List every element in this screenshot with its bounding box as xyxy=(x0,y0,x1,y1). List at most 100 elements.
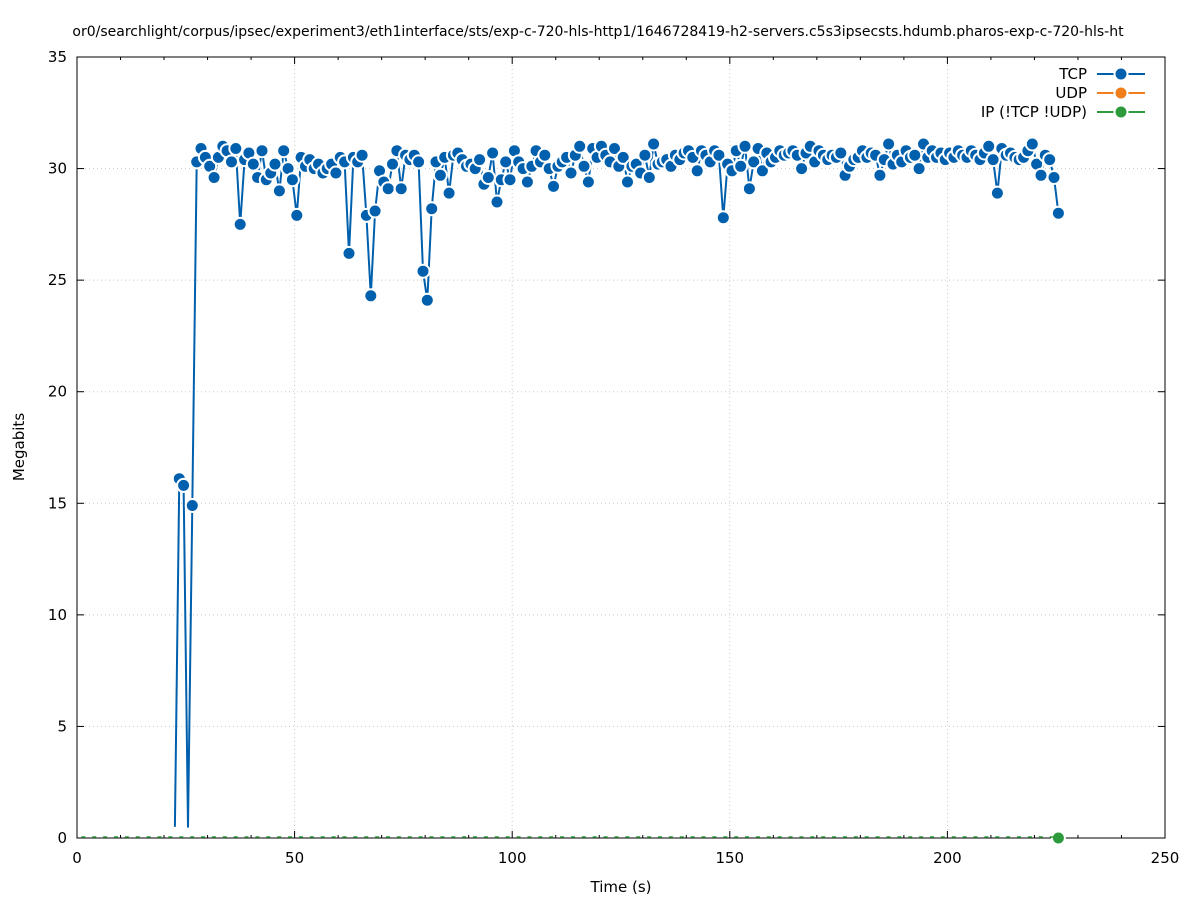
data-point-tcp xyxy=(615,149,631,165)
data-point-tcp xyxy=(711,147,727,163)
axis-ticks xyxy=(76,56,1166,839)
data-point-tcp xyxy=(1024,136,1040,152)
data-point-tcp xyxy=(284,172,300,188)
data-point-tcp xyxy=(572,138,588,154)
legend-marker xyxy=(1113,85,1129,101)
data-point-ip-tcp-udp xyxy=(1050,830,1066,846)
y-tick-label: 5 xyxy=(57,717,67,735)
data-point-tcp xyxy=(480,170,496,185)
data-point-tcp xyxy=(646,136,662,152)
y-tick-label: 25 xyxy=(48,271,67,289)
x-tick-label: 150 xyxy=(715,849,744,867)
data-point-tcp xyxy=(641,170,657,185)
data-point-tcp xyxy=(472,152,488,168)
data-point-tcp xyxy=(502,172,518,188)
data-point-tcp xyxy=(607,141,622,156)
legend-label: UDP xyxy=(1055,84,1087,102)
data-point-tcp xyxy=(441,185,457,201)
data-point-tcp xyxy=(741,181,757,197)
data-point-tcp xyxy=(432,167,448,183)
legend-label: TCP xyxy=(1058,65,1087,83)
data-point-tcp xyxy=(380,181,396,197)
data-point-tcp xyxy=(907,147,923,163)
data-point-tcp xyxy=(411,154,427,170)
chart-title: or0/searchlight/corpus/ipsec/experiment3… xyxy=(72,24,1124,40)
series-layer xyxy=(81,136,1066,846)
data-point-tcp xyxy=(367,203,383,219)
plot-area-border xyxy=(76,56,1166,839)
x-tick-label: 0 xyxy=(72,849,82,867)
data-point-tcp xyxy=(715,210,731,226)
data-point-tcp xyxy=(393,181,409,197)
data-point-tcp xyxy=(267,156,283,172)
data-point-tcp xyxy=(206,170,222,185)
data-point-tcp xyxy=(733,158,749,174)
data-point-tcp xyxy=(737,138,753,154)
data-point-tcp xyxy=(254,143,270,159)
data-point-tcp xyxy=(224,154,239,170)
data-point-tcp xyxy=(1046,170,1062,185)
data-point-tcp xyxy=(620,174,635,190)
data-point-tcp xyxy=(563,165,579,181)
legend-marker xyxy=(1113,66,1129,82)
data-point-tcp xyxy=(415,263,431,279)
x-axis-label: Time (s) xyxy=(590,878,652,896)
data-point-tcp xyxy=(833,145,849,161)
data-point-tcp xyxy=(1042,152,1058,168)
data-point-tcp xyxy=(385,156,400,172)
data-point-tcp xyxy=(546,178,561,194)
data-point-tcp xyxy=(754,163,770,179)
data-point-tcp xyxy=(328,165,344,181)
x-tick-label: 50 xyxy=(285,849,304,867)
y-axis-label: Megabits xyxy=(10,413,28,481)
y-tick-label: 20 xyxy=(48,383,67,401)
data-point-tcp xyxy=(637,147,653,163)
data-point-tcp xyxy=(354,147,370,163)
x-tick-label: 200 xyxy=(933,849,962,867)
y-tick-label: 35 xyxy=(48,48,67,66)
data-point-tcp xyxy=(485,145,501,161)
data-point-tcp xyxy=(872,167,888,183)
data-point-tcp xyxy=(985,152,1001,168)
series-tcp xyxy=(171,136,1066,828)
legend-label: IP (!TCP !UDP) xyxy=(981,103,1087,121)
x-tick-label: 100 xyxy=(498,849,527,867)
data-point-tcp xyxy=(689,163,705,179)
data-point-tcp xyxy=(363,288,379,304)
y-tick-label: 0 xyxy=(57,829,67,847)
data-point-tcp xyxy=(989,185,1005,201)
data-point-tcp xyxy=(911,161,927,177)
data-point-tcp xyxy=(184,498,200,513)
data-point-tcp xyxy=(341,245,357,261)
y-tick-label: 15 xyxy=(48,494,67,512)
legend-marker xyxy=(1113,104,1129,120)
legend-item: UDP xyxy=(1055,84,1145,102)
data-point-tcp xyxy=(289,207,305,223)
x-tick-labels: 0 50 100 150 200 250 xyxy=(72,849,1179,867)
legend-item: TCP xyxy=(1058,65,1145,83)
data-point-tcp xyxy=(576,158,592,174)
data-point-tcp xyxy=(419,292,435,308)
data-point-tcp xyxy=(537,147,553,163)
data-point-tcp xyxy=(794,161,810,177)
data-point-tcp xyxy=(176,477,192,493)
series-ip-tcp-udp xyxy=(1050,830,1066,846)
data-point-tcp xyxy=(228,141,244,156)
data-point-tcp xyxy=(746,154,762,170)
y-tick-label: 30 xyxy=(48,160,67,178)
data-point-tcp xyxy=(981,138,997,154)
y-tick-label: 10 xyxy=(48,606,67,624)
data-point-tcp xyxy=(271,183,287,199)
data-point-tcp xyxy=(1050,205,1066,221)
y-tick-labels: 0 5 10 15 20 25 30 35 xyxy=(48,48,67,847)
x-tick-label: 250 xyxy=(1151,849,1180,867)
data-point-tcp xyxy=(498,154,514,170)
data-point-tcp xyxy=(424,201,440,217)
data-point-tcp xyxy=(580,174,596,190)
data-point-tcp xyxy=(245,156,261,172)
data-point-tcp xyxy=(881,136,897,152)
data-point-tcp xyxy=(276,143,292,159)
